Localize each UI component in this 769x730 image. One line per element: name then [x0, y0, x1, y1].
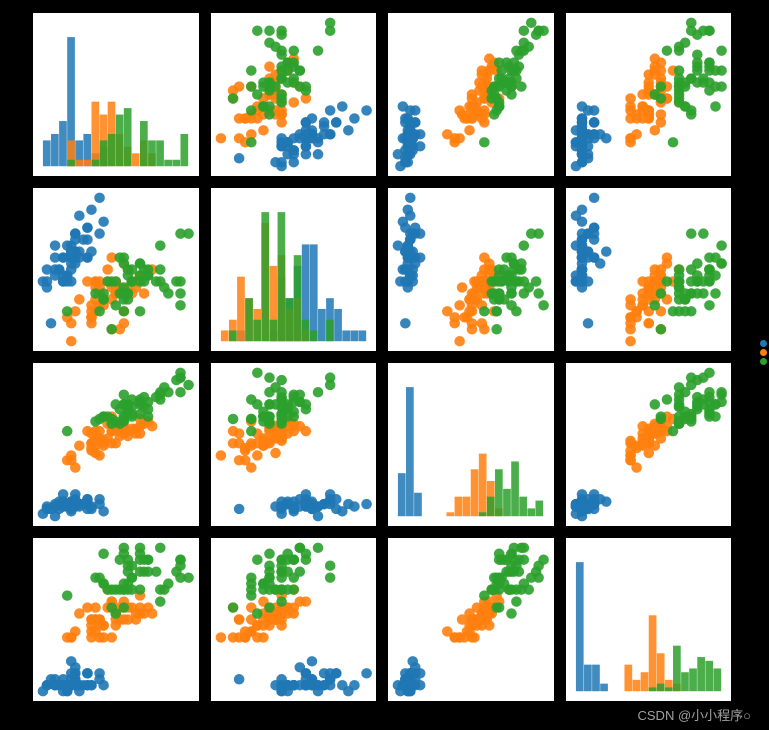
panel-2-2 — [387, 362, 555, 527]
watermark-text: CSDN @小小程序○ — [638, 705, 752, 724]
panel-3-2 — [387, 537, 555, 702]
legend-dot-0 — [760, 340, 767, 347]
panel-grid — [32, 12, 732, 702]
panel-1-1 — [210, 187, 378, 352]
panel-0-2 — [387, 12, 555, 177]
pairplot-figure: CSDN @小小程序○ — [0, 0, 769, 730]
legend-dot-1 — [760, 349, 767, 356]
panel-0-0 — [32, 12, 200, 177]
panel-2-1 — [210, 362, 378, 527]
panel-3-0 — [32, 537, 200, 702]
panel-2-3 — [565, 362, 733, 527]
panel-2-0 — [32, 362, 200, 527]
panel-1-0 — [32, 187, 200, 352]
panel-3-3 — [565, 537, 733, 702]
panel-1-2 — [387, 187, 555, 352]
legend — [760, 340, 767, 365]
panel-1-3 — [565, 187, 733, 352]
panel-3-1 — [210, 537, 378, 702]
panel-0-3 — [565, 12, 733, 177]
panel-0-1 — [210, 12, 378, 177]
legend-dot-2 — [760, 358, 767, 365]
